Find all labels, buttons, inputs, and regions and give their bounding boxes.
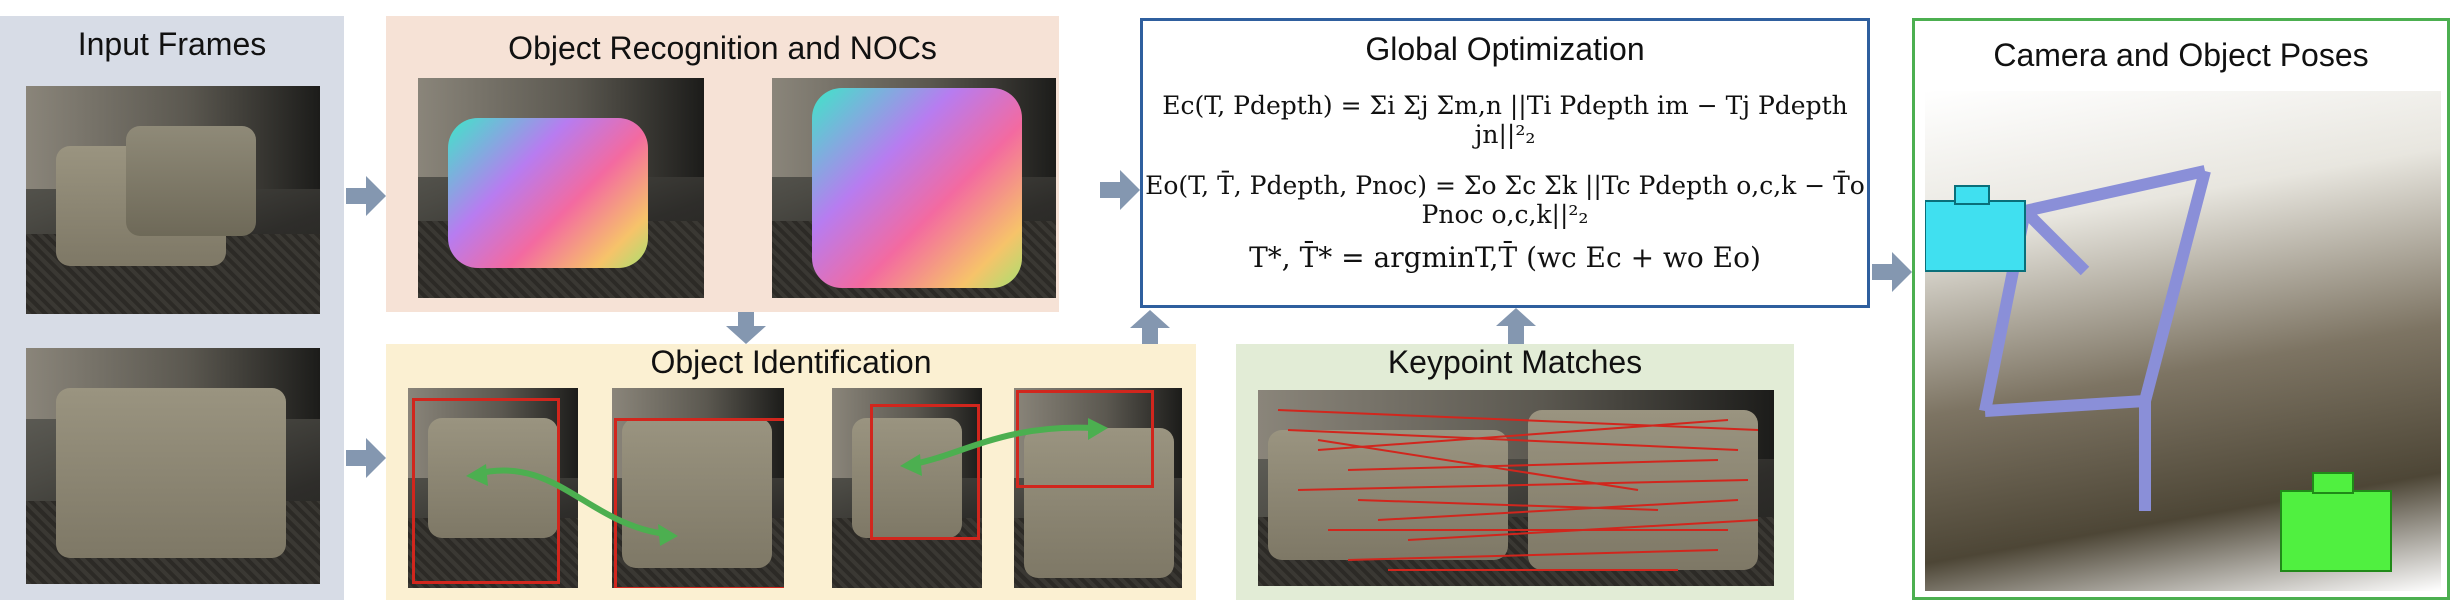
keypoint-panel: Keypoint Matches: [1236, 344, 1794, 600]
keypoint-image: [1258, 390, 1774, 586]
flow-arrow-recognition-optimization: [1100, 170, 1140, 210]
object-box: [412, 398, 560, 584]
pointcloud-scene: [1925, 91, 2441, 591]
keypoint-lines: [1277, 409, 1759, 571]
input-frames-title: Input Frames: [77, 26, 267, 62]
match-arrow-2: [900, 418, 1108, 476]
match-image-4: [1014, 388, 1182, 588]
poses-panel: Camera and Object Poses: [1912, 18, 2450, 600]
camera-icon-cyan: [1925, 185, 2026, 272]
recognition-panel: Object Recognition and NOCs: [386, 16, 1059, 312]
input-frame-1: [26, 86, 320, 314]
input-frame-2: [26, 348, 320, 584]
flow-arrow-recognition-identification: [726, 312, 766, 344]
match-image-3: [832, 388, 982, 588]
object-box: [870, 404, 980, 540]
optimization-panel: Global Optimization Ec(T, Pdepth) = Σi Σ…: [1140, 18, 1870, 308]
camera-icon-green: [2280, 472, 2392, 572]
camera-trajectory: [1925, 165, 2392, 572]
match-image-2: [612, 388, 784, 588]
flow-arrow-keypoints-optimization: [1496, 308, 1536, 344]
input-frames-panel: Input Frames: [0, 16, 344, 600]
equation-ec: Ec(T, Pdepth) = Σi Σj Σm,n ||Ti Pdepth i…: [1162, 91, 1848, 149]
poses-title: Camera and Object Poses: [1993, 37, 2369, 73]
noc-image-2: [772, 78, 1056, 298]
identification-panel: Object Identification: [386, 344, 1196, 600]
identification-title: Object Identification: [650, 344, 932, 380]
equation-argmin: T*, T̄* = argminT,T̄ (wc Ec + wo Eo): [1249, 241, 1761, 274]
match-image-1: [408, 388, 578, 588]
recognition-title: Object Recognition and NOCs: [508, 30, 937, 66]
flow-arrow-identification-optimization: [1130, 310, 1170, 344]
object-box: [1016, 390, 1154, 488]
optimization-title: Global Optimization: [1365, 31, 1645, 67]
flow-arrow-optimization-poses: [1872, 252, 1912, 292]
flow-arrow-input-identification: [346, 438, 386, 478]
flow-arrow-input-recognition: [346, 176, 386, 216]
match-arrow-1: [466, 464, 678, 546]
object-box: [614, 418, 784, 588]
equation-eo: Eo(T, T̄, Pdepth, Pnoc) = Σo Σc Σk ||Tc …: [1145, 171, 1865, 229]
keypoint-title: Keypoint Matches: [1387, 344, 1643, 380]
noc-image-1: [418, 78, 704, 298]
